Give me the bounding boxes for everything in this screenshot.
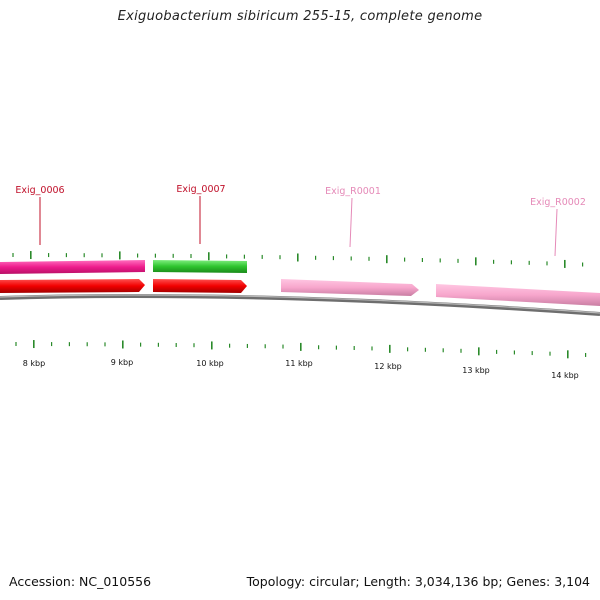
kbp-label-14: 14 kbp (551, 371, 579, 380)
gene-label-exig-r0002[interactable]: Exig_R0002 (530, 197, 586, 208)
gene-label-exig-0007[interactable]: Exig_0007 (176, 184, 225, 195)
kbp-label-8: 8 kbp (23, 359, 45, 368)
kbp-label-13: 13 kbp (462, 366, 490, 375)
inner-tick-row (15, 340, 587, 359)
genome-backbone (0, 294, 600, 316)
gene-label-exig-r0001[interactable]: Exig_R0001 (325, 186, 381, 197)
cds-exig-0006[interactable] (0, 279, 145, 293)
rna-exig-r0002[interactable] (436, 284, 600, 306)
genome-backbone-highlight (0, 294, 600, 314)
accession-label: Accession: NC_010556 (9, 574, 152, 589)
kbp-label-10: 10 kbp (196, 359, 224, 368)
map-title: Exiguobacterium sibiricum 255-15, comple… (117, 9, 483, 24)
genome-summary-label: Topology: circular; Length: 3,034,136 bp… (246, 574, 590, 589)
outer-tick-row (12, 251, 584, 268)
leader-line-exig-r0002 (554, 208, 558, 257)
kbp-label-12: 12 kbp (374, 362, 402, 371)
kbp-label-9: 9 kbp (111, 358, 133, 367)
cds-exig-0007[interactable] (153, 279, 247, 293)
gene-label-exig-0006[interactable]: Exig_0006 (15, 185, 64, 196)
rna-exig-r0001[interactable] (281, 279, 419, 296)
gene-exig-0006-forward[interactable] (0, 260, 145, 274)
leader-line-exig-r0001 (349, 197, 353, 248)
kbp-label-11: 11 kbp (285, 359, 313, 368)
gene-exig-0007-forward[interactable] (153, 260, 247, 273)
